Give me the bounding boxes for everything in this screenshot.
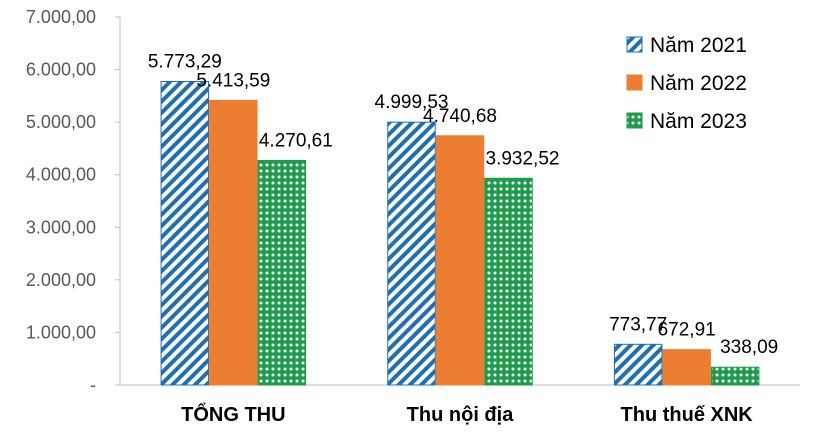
category-label: TỔNG THU bbox=[181, 402, 285, 426]
bar-3-2 bbox=[484, 177, 533, 386]
y-tick-label: 5.000,00 bbox=[26, 112, 96, 132]
bar-1-3 bbox=[613, 343, 663, 386]
data-label: 3.932,52 bbox=[486, 148, 560, 169]
data-label: 5.413,59 bbox=[196, 70, 270, 91]
bar-2-3 bbox=[662, 349, 711, 386]
bar-2-1 bbox=[209, 99, 258, 386]
data-label: 4.999,53 bbox=[375, 92, 449, 113]
bar-1-1 bbox=[160, 80, 210, 386]
x-axis-categories: TỔNG THU Thu nội địa Thu thuế XNK bbox=[181, 402, 753, 426]
legend-swatch bbox=[626, 112, 643, 129]
bar-3-3 bbox=[710, 366, 760, 386]
data-labels: 5.773,295.413,59 4.270,61 4.999,534.740,68… bbox=[148, 51, 778, 358]
legend-swatch bbox=[626, 36, 643, 53]
category-label: Thu nội địa bbox=[407, 404, 515, 426]
data-label: 4.740,68 bbox=[423, 106, 497, 127]
data-label: 4.270,61 bbox=[259, 130, 333, 151]
legend: Năm 2021 Năm 2022 Năm 2023 bbox=[626, 34, 747, 133]
bar-1-2 bbox=[387, 121, 436, 386]
y-tick-label: 7.000,00 bbox=[26, 7, 96, 27]
y-tick-label: 3.000,00 bbox=[26, 217, 96, 237]
legend-label: Năm 2022 bbox=[650, 72, 747, 95]
legend-label: Năm 2021 bbox=[650, 34, 747, 57]
legend-label: Năm 2023 bbox=[650, 110, 747, 133]
category-label: Thu thuế XNK bbox=[621, 404, 754, 426]
data-label: 672,91 bbox=[658, 320, 716, 341]
bars bbox=[160, 80, 760, 386]
data-label: 773,77 bbox=[609, 314, 667, 335]
y-tick-label: - bbox=[90, 375, 96, 395]
bar-2-2 bbox=[435, 135, 485, 386]
data-label: 5.773,29 bbox=[148, 51, 222, 72]
y-tick-label: 2.000,00 bbox=[26, 270, 96, 290]
y-axis: - 1.000,00 2.000,00 3.000,00 4.000,00 5.000,0… bbox=[26, 7, 800, 395]
legend-swatch bbox=[626, 74, 643, 91]
data-label: 338,09 bbox=[720, 337, 778, 358]
y-tick-label: 6.000,00 bbox=[26, 60, 96, 80]
y-tick-label: 4.000,00 bbox=[26, 165, 96, 185]
bar-3-1 bbox=[257, 159, 307, 386]
y-tick-label: 1.000,00 bbox=[26, 322, 96, 342]
